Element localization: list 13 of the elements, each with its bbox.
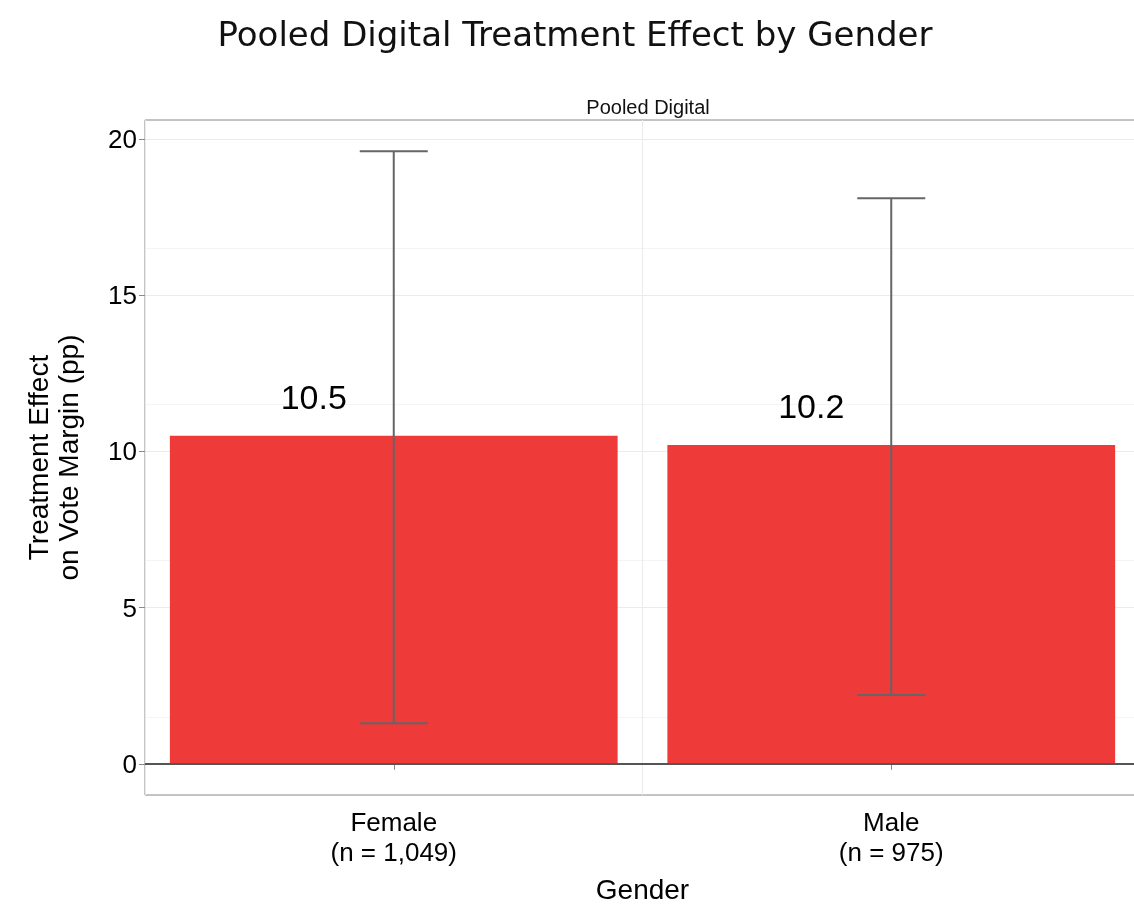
y-tick-label: 20 — [108, 123, 137, 154]
data-label: 10.5 — [280, 377, 347, 416]
chart-title: Pooled Digital Treatment Effect by Gender — [217, 14, 933, 54]
y-tick-label: 5 — [122, 592, 137, 623]
x-tick-label: Female (n = 1,049) — [330, 807, 457, 867]
chart-subtitle: Pooled Digital — [586, 96, 710, 118]
x-axis-title: Gender — [595, 873, 690, 905]
y-axis-title: Treatment Effect on Vote Margin (pp) — [22, 334, 84, 581]
data-label: 10.2 — [778, 387, 845, 425]
y-tick-label: 0 — [122, 748, 137, 779]
x-tick-label: Male (n = 975) — [838, 807, 944, 867]
y-tick-label: 10 — [108, 436, 137, 467]
y-tick-label: 15 — [108, 280, 137, 310]
